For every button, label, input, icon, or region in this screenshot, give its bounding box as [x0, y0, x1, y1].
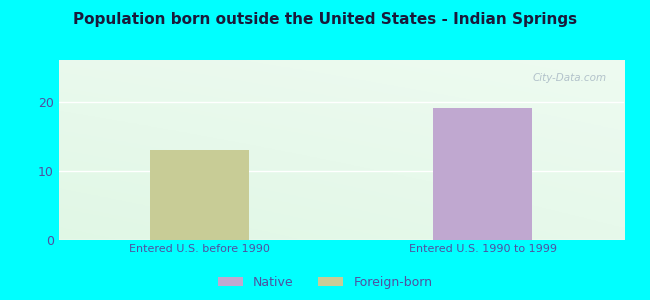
Text: Population born outside the United States - Indian Springs: Population born outside the United State…	[73, 12, 577, 27]
Bar	[150, 150, 250, 240]
Legend: Native, Foreign-born: Native, Foreign-born	[213, 271, 437, 294]
Text: City-Data.com: City-Data.com	[533, 73, 607, 82]
Bar	[433, 109, 532, 240]
